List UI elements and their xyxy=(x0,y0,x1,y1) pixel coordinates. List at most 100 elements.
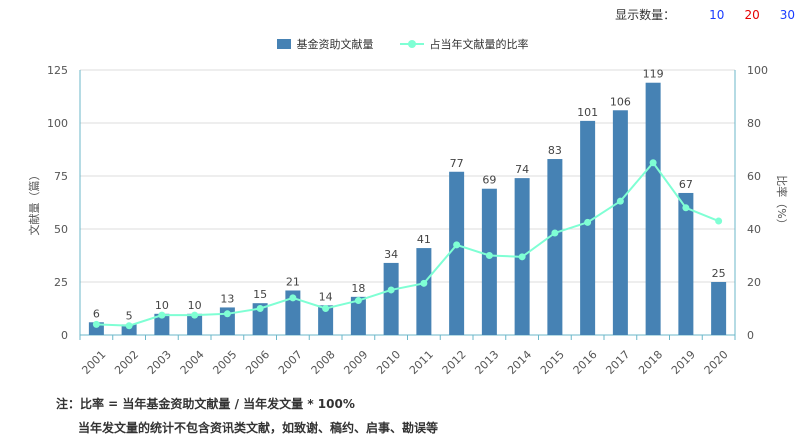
bar xyxy=(252,303,268,335)
x-tick-label: 2015 xyxy=(538,348,567,377)
y-tick-label: 0 xyxy=(61,329,68,342)
ratio-point xyxy=(485,252,493,259)
chart-legend: 基金资助文献量 占当年文献量的比率 xyxy=(0,36,805,52)
x-tick-label: 2008 xyxy=(309,348,338,377)
x-tick-label: 2009 xyxy=(341,348,370,377)
ratio-point xyxy=(420,279,428,287)
y-tick-label: 100 xyxy=(47,117,68,130)
bar xyxy=(612,110,628,335)
x-tick-label: 2013 xyxy=(472,348,501,377)
bar xyxy=(678,192,694,335)
x-tick-label: 2016 xyxy=(571,348,600,377)
display-count-selector: 显示数量： 10 20 30 xyxy=(615,6,795,23)
ratio-point xyxy=(551,229,559,237)
bar-data-label: 101 xyxy=(577,106,598,119)
ratio-point xyxy=(256,305,264,312)
bar-data-label: 106 xyxy=(610,95,631,108)
ratio-point xyxy=(584,218,592,226)
bar-data-label: 10 xyxy=(188,299,202,312)
legend-bar-swatch xyxy=(276,39,291,49)
bar-data-label: 77 xyxy=(450,157,464,170)
x-tick-label: 2010 xyxy=(374,348,403,377)
x-tick-label: 2007 xyxy=(276,348,305,377)
bar xyxy=(318,305,334,335)
y-tick-label: 125 xyxy=(47,64,68,77)
bar-data-label: 13 xyxy=(220,292,234,305)
ratio-point xyxy=(387,286,395,294)
y2-tick-label: 0 xyxy=(747,329,754,342)
y-tick-label: 50 xyxy=(54,223,68,236)
bar xyxy=(711,282,727,335)
ratio-point xyxy=(92,320,100,328)
bar xyxy=(645,82,661,335)
bar xyxy=(481,188,497,335)
ratio-point xyxy=(191,311,199,319)
y2-axis-title: 比率（%） xyxy=(775,175,789,229)
legend-label-ratio: 占当年文献量的比率 xyxy=(429,38,529,51)
x-tick-label: 2002 xyxy=(112,348,141,377)
legend-label-funded: 基金资助文献量 xyxy=(296,38,374,51)
y2-tick-label: 20 xyxy=(747,276,761,289)
bar-data-label: 69 xyxy=(482,174,496,187)
bar-data-label: 119 xyxy=(643,68,664,81)
x-tick-label: 2011 xyxy=(407,348,436,377)
bar-data-label: 25 xyxy=(712,267,726,280)
bar xyxy=(449,171,465,335)
bar-data-label: 18 xyxy=(351,282,365,295)
bar-data-label: 21 xyxy=(286,275,300,288)
display-count-option-30[interactable]: 30 xyxy=(779,7,795,22)
x-tick-label: 2018 xyxy=(636,348,665,377)
bar-data-label: 5 xyxy=(126,309,133,322)
y2-tick-label: 100 xyxy=(747,64,768,77)
bar xyxy=(350,296,366,335)
bar xyxy=(121,324,137,335)
ratio-point xyxy=(616,197,624,205)
bar-data-label: 15 xyxy=(253,288,267,301)
x-tick-label: 2001 xyxy=(79,348,108,377)
x-tick-label: 2005 xyxy=(210,348,239,377)
ratio-point xyxy=(289,294,297,302)
y-axis-title: 文献量（篇） xyxy=(27,170,41,236)
ratio-point xyxy=(715,217,723,225)
bar xyxy=(383,262,399,335)
y2-tick-label: 60 xyxy=(747,170,761,183)
bar-data-label: 83 xyxy=(548,144,562,157)
y-tick-label: 25 xyxy=(54,276,68,289)
bar xyxy=(416,248,432,335)
x-tick-label: 2012 xyxy=(440,348,469,377)
y2-tick-label: 80 xyxy=(747,117,761,130)
ratio-point xyxy=(158,311,166,319)
footnote-ratio-definition: 注：比率 = 当年基金资助文献量 / 当年发文量 * 100% xyxy=(56,397,355,411)
bar-data-label: 10 xyxy=(155,299,169,312)
display-count-option-10[interactable]: 10 xyxy=(709,7,725,22)
ratio-point xyxy=(354,297,362,305)
display-count-label: 显示数量： xyxy=(615,8,676,22)
ratio-point xyxy=(453,241,461,249)
bar xyxy=(580,120,596,335)
x-tick-label: 2003 xyxy=(145,348,174,377)
ratio-point xyxy=(322,305,330,312)
ratio-line xyxy=(96,161,720,327)
bar-data-label: 74 xyxy=(515,163,529,176)
y-tick-label: 75 xyxy=(54,170,68,183)
x-tick-label: 2014 xyxy=(505,348,534,377)
legend-item-ratio[interactable]: 占当年文献量的比率 xyxy=(399,36,529,52)
y2-tick-label: 40 xyxy=(747,223,761,236)
bar xyxy=(187,313,203,335)
bar xyxy=(154,313,170,335)
ratio-point xyxy=(518,253,526,261)
footnote-exclusion: 当年发文量的统计不包含资讯类文献，如致谢、稿约、启事、勘误等 xyxy=(78,421,439,435)
bar-data-label: 6 xyxy=(93,307,100,320)
x-tick-label: 2019 xyxy=(669,348,698,377)
ratio-point xyxy=(125,322,133,330)
ratio-point xyxy=(223,310,231,318)
x-tick-label: 2017 xyxy=(603,348,632,377)
x-tick-label: 2004 xyxy=(178,348,207,377)
ratio-point xyxy=(682,204,690,212)
x-tick-label: 2020 xyxy=(702,348,731,377)
legend-item-funded[interactable]: 基金资助文献量 xyxy=(276,36,374,52)
ratio-point xyxy=(649,159,657,167)
display-count-option-20[interactable]: 20 xyxy=(744,7,760,22)
bar-data-label: 41 xyxy=(417,233,431,246)
